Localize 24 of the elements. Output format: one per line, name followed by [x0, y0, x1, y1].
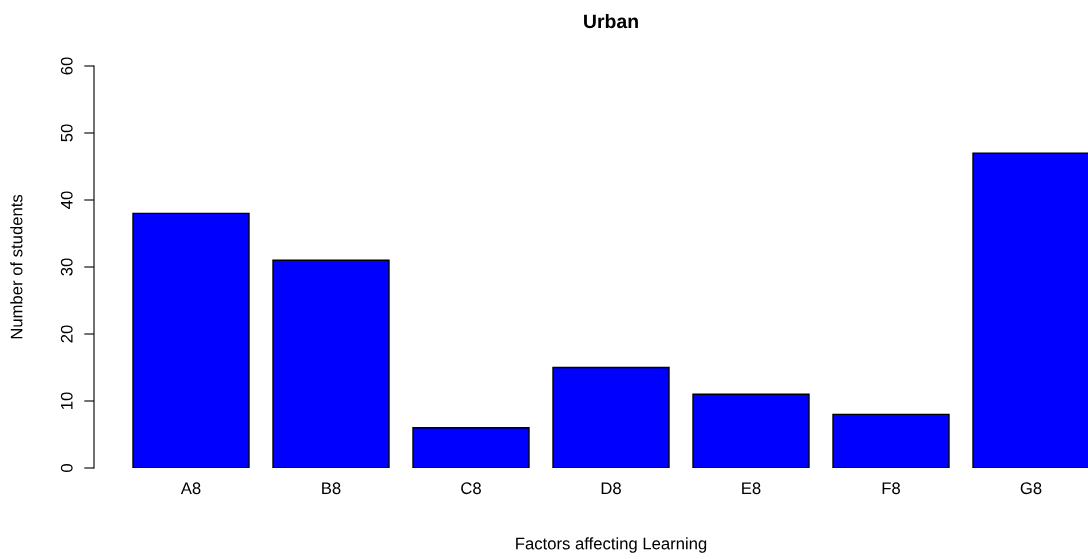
bar — [552, 366, 670, 468]
x-axis-title: Factors affecting Learning — [516, 537, 707, 553]
bar — [132, 212, 250, 468]
y-tick-label: 60 — [60, 57, 73, 75]
y-axis-title: Number of students — [10, 194, 23, 339]
bar — [272, 259, 390, 468]
y-tick-label: 0 — [60, 464, 73, 472]
x-tick-label: D8 — [601, 482, 621, 495]
bar — [832, 413, 950, 468]
y-tick-label: 50 — [60, 124, 73, 142]
x-tick-label: A8 — [180, 482, 201, 495]
bar — [692, 393, 810, 468]
y-tick-label: 30 — [60, 258, 73, 276]
x-tick-label: B8 — [322, 482, 341, 495]
x-tick-label: G8 — [1020, 482, 1042, 495]
x-tick-label: C8 — [461, 482, 481, 495]
x-tick-label: F8 — [882, 482, 900, 495]
y-tick-label: 40 — [60, 191, 73, 209]
y-tick-label: 20 — [60, 325, 73, 343]
bar — [972, 152, 1088, 468]
bar — [412, 427, 530, 468]
x-tick-label: E8 — [742, 482, 761, 495]
y-tick-label: 10 — [60, 392, 73, 409]
chart-title: Urban — [584, 13, 638, 29]
